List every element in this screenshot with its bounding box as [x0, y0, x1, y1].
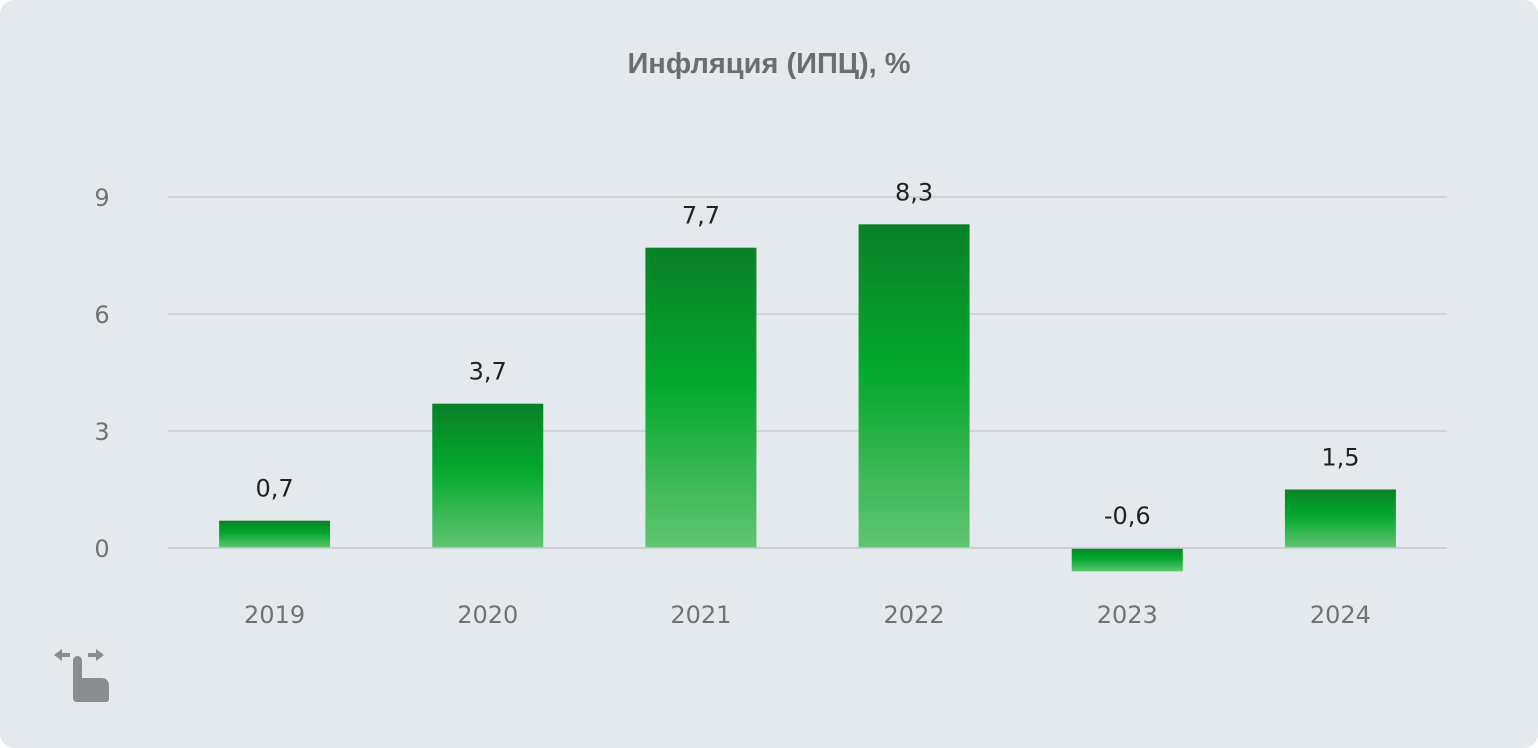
bar-2020[interactable] [432, 403, 544, 548]
x-tick-label-2022: 2022 [884, 601, 945, 629]
y-tick-label: 3 [94, 418, 109, 446]
y-tick-label: 6 [94, 301, 109, 329]
bar-2021[interactable] [645, 247, 757, 548]
x-tick-label-2024: 2024 [1310, 601, 1371, 629]
x-tick-label-2021: 2021 [670, 601, 731, 629]
bar-2023[interactable] [1071, 548, 1183, 572]
labels: 0 3 6 9 0,7 2019 3,7 2020 7,7 2021 8,3 2022 -0,6 2023… [94, 178, 1371, 629]
bar-2022[interactable] [858, 224, 970, 549]
y-tick-label: 0 [94, 535, 109, 563]
grid-lines [168, 196, 1447, 549]
value-label-2022: 8,3 [895, 178, 933, 206]
value-label-2019: 0,7 [255, 475, 293, 503]
value-label-2024: 1,5 [1321, 444, 1359, 472]
x-tick-label-2023: 2023 [1097, 601, 1158, 629]
value-label-2023: -0,6 [1104, 502, 1151, 530]
value-label-2020: 3,7 [469, 358, 507, 386]
value-label-2021: 7,7 [682, 202, 720, 230]
x-tick-label-2020: 2020 [457, 601, 518, 629]
swipe-horizontal-hand-icon[interactable] [52, 644, 112, 704]
bars [219, 224, 1396, 572]
bar-2024[interactable] [1284, 489, 1396, 549]
bar-2019[interactable] [219, 520, 331, 548]
y-tick-label: 9 [94, 184, 109, 212]
chart-title: Инфляция (ИПЦ), % [627, 48, 911, 80]
x-tick-label-2019: 2019 [244, 601, 305, 629]
